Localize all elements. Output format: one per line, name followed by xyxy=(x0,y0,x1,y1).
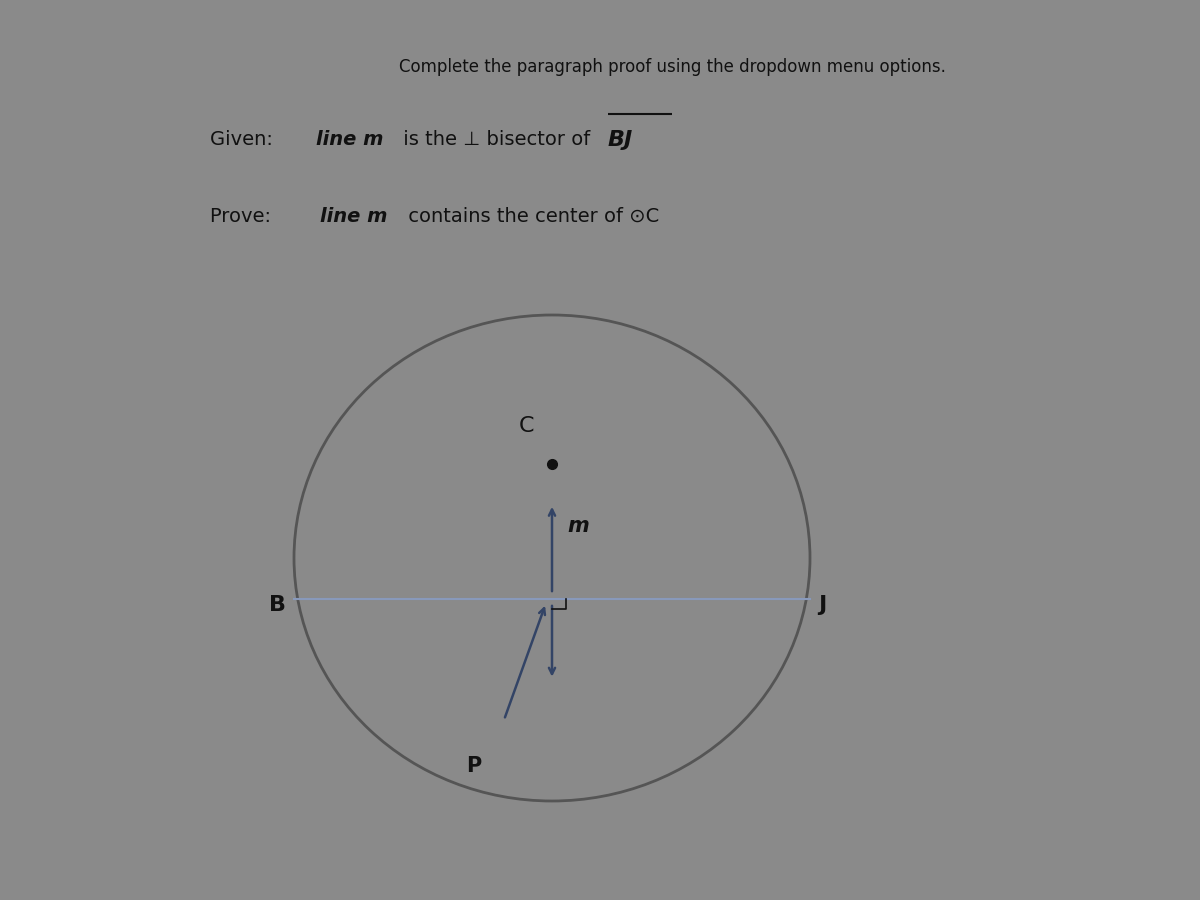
Text: B: B xyxy=(269,595,286,615)
Text: BJ: BJ xyxy=(607,130,632,149)
Text: C: C xyxy=(518,417,534,436)
Text: Prove:: Prove: xyxy=(210,206,277,226)
Text: line m: line m xyxy=(320,206,388,226)
Text: Complete the paragraph proof using the dropdown menu options.: Complete the paragraph proof using the d… xyxy=(398,58,946,76)
Text: is the ⊥ bisector of: is the ⊥ bisector of xyxy=(397,130,596,149)
Text: J: J xyxy=(818,595,827,615)
Text: Given:: Given: xyxy=(210,130,280,149)
Text: m: m xyxy=(568,517,589,536)
Text: line m: line m xyxy=(316,130,383,149)
Text: P: P xyxy=(467,756,481,776)
Text: contains the center of ⊙C: contains the center of ⊙C xyxy=(402,206,659,226)
